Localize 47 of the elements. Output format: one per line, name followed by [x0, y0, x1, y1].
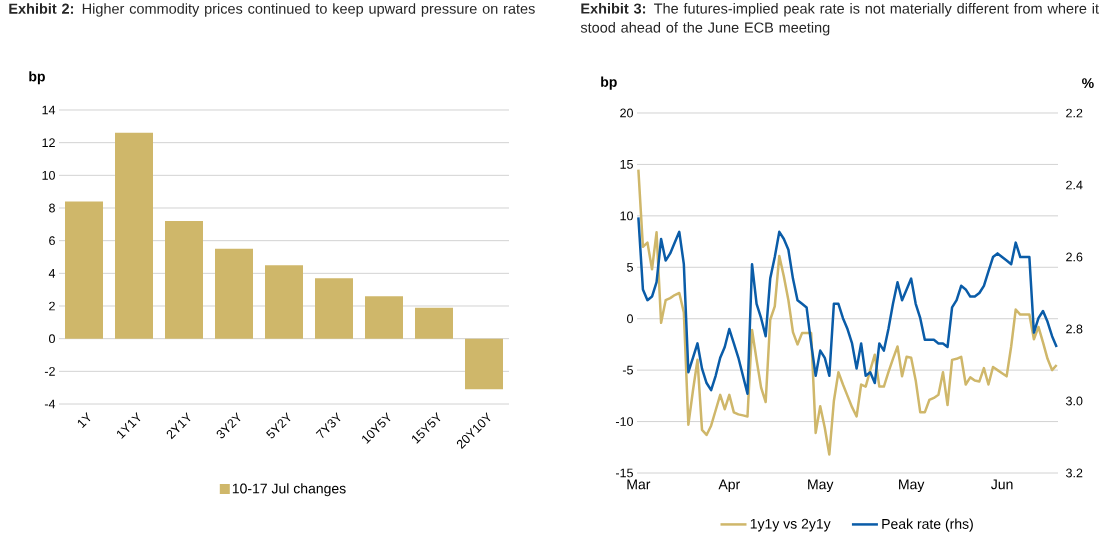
y2-tick-label: 3.0: [1066, 396, 1083, 406]
chart-title: Exhibit 2: Higher commodity prices continued to keep upward pressure on rates: [9, 3, 535, 17]
bar: [215, 248, 254, 339]
y-tick-label: 14: [42, 105, 56, 115]
y-tick-label: -15: [615, 468, 633, 478]
x-tick-label: Jun: [991, 479, 1013, 490]
legend-label: 1y1y vs 2y1y: [750, 518, 831, 532]
y2-tick-label: 3.2: [1066, 468, 1083, 478]
y-tick-label: -4: [44, 399, 56, 409]
y2-tick-label: 2.6: [1066, 252, 1083, 262]
y-tick-label: 8: [49, 203, 55, 213]
y-tick-label: 10: [42, 170, 55, 180]
y-tick-label: -2: [44, 366, 55, 376]
y2-axis-title: %: [1082, 78, 1094, 89]
x-tick-label: 1Y: [77, 412, 91, 429]
bar: [365, 296, 404, 339]
y-tick-label: -5: [622, 365, 633, 375]
bar: [415, 307, 454, 339]
y-tick-label: 0: [627, 314, 633, 324]
y2-tick-label: 2.8: [1066, 324, 1083, 334]
y-tick-label: 12: [42, 138, 55, 148]
bar: [465, 338, 504, 390]
y-tick-label: 20: [620, 108, 633, 118]
x-tick-label: May: [808, 479, 834, 493]
y-tick-label: 15: [620, 160, 633, 169]
bar: [315, 278, 353, 339]
x-tick-label: Mar: [627, 479, 651, 490]
bar: [165, 221, 203, 339]
y-tick-label: 5: [627, 262, 633, 272]
x-tick-label: Apr: [718, 479, 740, 493]
bar: [65, 201, 103, 339]
y-tick-label: 4: [48, 269, 56, 278]
x-tick-label: May: [899, 479, 925, 493]
y-tick-label: 6: [49, 236, 55, 246]
y2-tick-label: 2.4: [1066, 180, 1083, 190]
y-axis-title: bp: [601, 76, 617, 90]
y2-tick-label: 2.2: [1066, 108, 1083, 118]
legend-label: 10-17 Jul changes: [232, 483, 346, 497]
y-tick-label: -10: [615, 417, 633, 426]
bar: [265, 265, 304, 339]
y-tick-label: 10: [620, 211, 633, 221]
y-tick-label: 2: [49, 301, 55, 311]
legend-label: Peak rate (rhs): [882, 518, 973, 532]
y-tick-label: 0: [49, 334, 55, 344]
bar: [115, 132, 153, 339]
chart-title: Exhibit 3: The futures-implied peak rate is not materially different from where it stood ahead of the June ECB meeting: [580, 3, 1099, 36]
y-axis-title: bp: [29, 71, 45, 85]
